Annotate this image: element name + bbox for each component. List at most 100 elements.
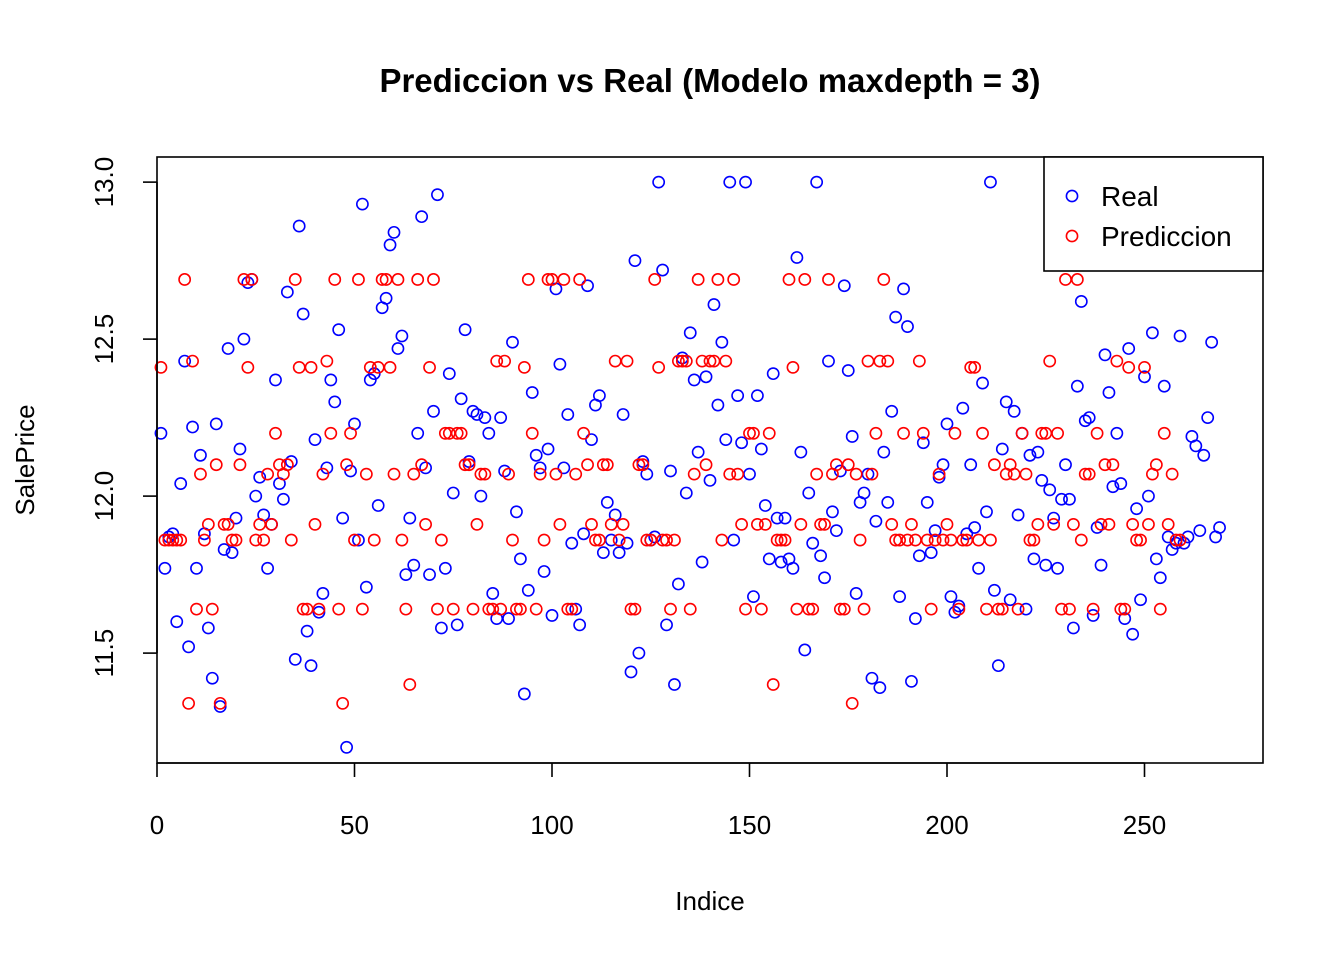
real-point-132 [672,577,685,591]
real-point-269 [1213,521,1226,534]
real-point-250 [1138,370,1151,384]
real-point-107 [573,618,587,632]
real-point-144 [719,433,733,446]
real-point-205 [960,527,974,541]
prediccion-point-55 [367,533,381,547]
prediccion-point-43 [320,354,334,368]
real-point-26 [253,470,267,484]
prediccion-point-48 [340,458,353,472]
prediccion-point-120 [624,602,638,616]
real-point-217 [1007,404,1021,418]
real-point-241 [1102,386,1116,399]
real-point-256 [1161,530,1175,544]
prediccion-point-248 [1130,533,1143,547]
prediccion-point-193 [912,354,926,368]
prediccion-point-27 [257,533,271,547]
prediccion-point-226 [1043,354,1057,368]
prediccion-point-52 [355,602,369,616]
prediccion-point-201 [944,533,958,547]
prediccion-point-46 [332,602,346,616]
real-point-102 [553,357,567,371]
prediccion-point-114 [600,458,614,472]
real-point-16 [213,700,227,713]
real-point-130 [664,464,677,478]
real-point-162 [790,251,804,264]
prediccion-point-22 [237,273,251,286]
prediccion-point-186 [885,517,899,531]
prediccion-point-188 [893,533,906,547]
prediccion-point-151 [747,426,760,440]
prediccion-point-108 [577,426,590,440]
real-point-23 [241,276,255,289]
prediccion-point-228 [1051,426,1064,440]
real-point-147 [731,389,745,403]
real-point-251 [1142,489,1155,503]
real-point-197 [928,524,942,538]
real-point-79 [462,455,476,468]
prediccion-point-204 [956,533,970,547]
prediccion-point-111 [589,533,602,547]
real-point-131 [668,678,681,691]
prediccion-point-249 [1134,533,1147,547]
real-point-67 [415,210,429,224]
real-point-222 [1027,552,1041,566]
prediccion-point-259 [1173,533,1187,547]
real-point-204 [956,401,970,415]
real-point-228 [1051,561,1064,575]
real-point-28 [261,561,274,575]
real-point-194 [916,436,930,450]
real-point-78 [458,323,472,337]
prediccion-point-244 [1114,602,1128,616]
prediccion-point-110 [585,517,598,531]
prediccion-point-18 [221,517,235,531]
prediccion-point-137 [691,273,705,286]
x-tick-label: 0 [150,810,164,840]
real-point-246 [1122,342,1136,355]
prediccion-point-247 [1126,517,1140,531]
prediccion-point-25 [249,533,263,547]
real-point-81 [470,408,484,421]
real-point-100 [545,609,559,622]
real-point-128 [656,263,669,277]
prediccion-point-62 [395,533,409,547]
real-point-20 [229,511,243,525]
prediccion-point-227 [1047,517,1061,531]
real-point-186 [885,404,899,418]
real-point-8 [182,640,195,654]
prediccion-point-168 [814,517,827,531]
real-point-59 [383,238,397,252]
real-point-265 [1197,448,1211,462]
real-point-254 [1153,571,1167,585]
real-point-172 [830,524,843,538]
real-point-141 [707,298,721,311]
real-point-157 [770,511,784,525]
real-point-63 [399,568,413,582]
real-point-60 [387,225,401,239]
real-point-80 [466,404,480,418]
real-point-267 [1205,335,1219,349]
prediccion-point-113 [596,458,610,472]
real-point-6 [174,477,188,490]
prediccion-point-177 [849,467,863,481]
real-point-188 [893,590,906,603]
prediccion-point-212 [988,458,1001,472]
real-point-240 [1098,348,1112,362]
real-point-158 [774,555,788,569]
real-point-43 [320,461,334,475]
prediccion-point-160 [782,273,796,286]
real-point-165 [802,486,816,500]
prediccion-point-164 [798,273,812,286]
legend-real-marker [1065,189,1079,203]
real-point-153 [754,442,768,456]
prediccion-point-203 [952,602,966,616]
prediccion-point-147 [731,467,745,481]
prediccion-point-87 [494,602,508,616]
real-point-11 [194,448,207,462]
prediccion-point-29 [265,517,278,531]
prediccion-point-68 [419,517,432,531]
real-point-88 [498,464,511,478]
real-point-196 [924,546,938,560]
real-point-145 [723,175,737,189]
prediccion-point-190 [901,533,914,547]
prediccion-point-163 [794,517,808,531]
